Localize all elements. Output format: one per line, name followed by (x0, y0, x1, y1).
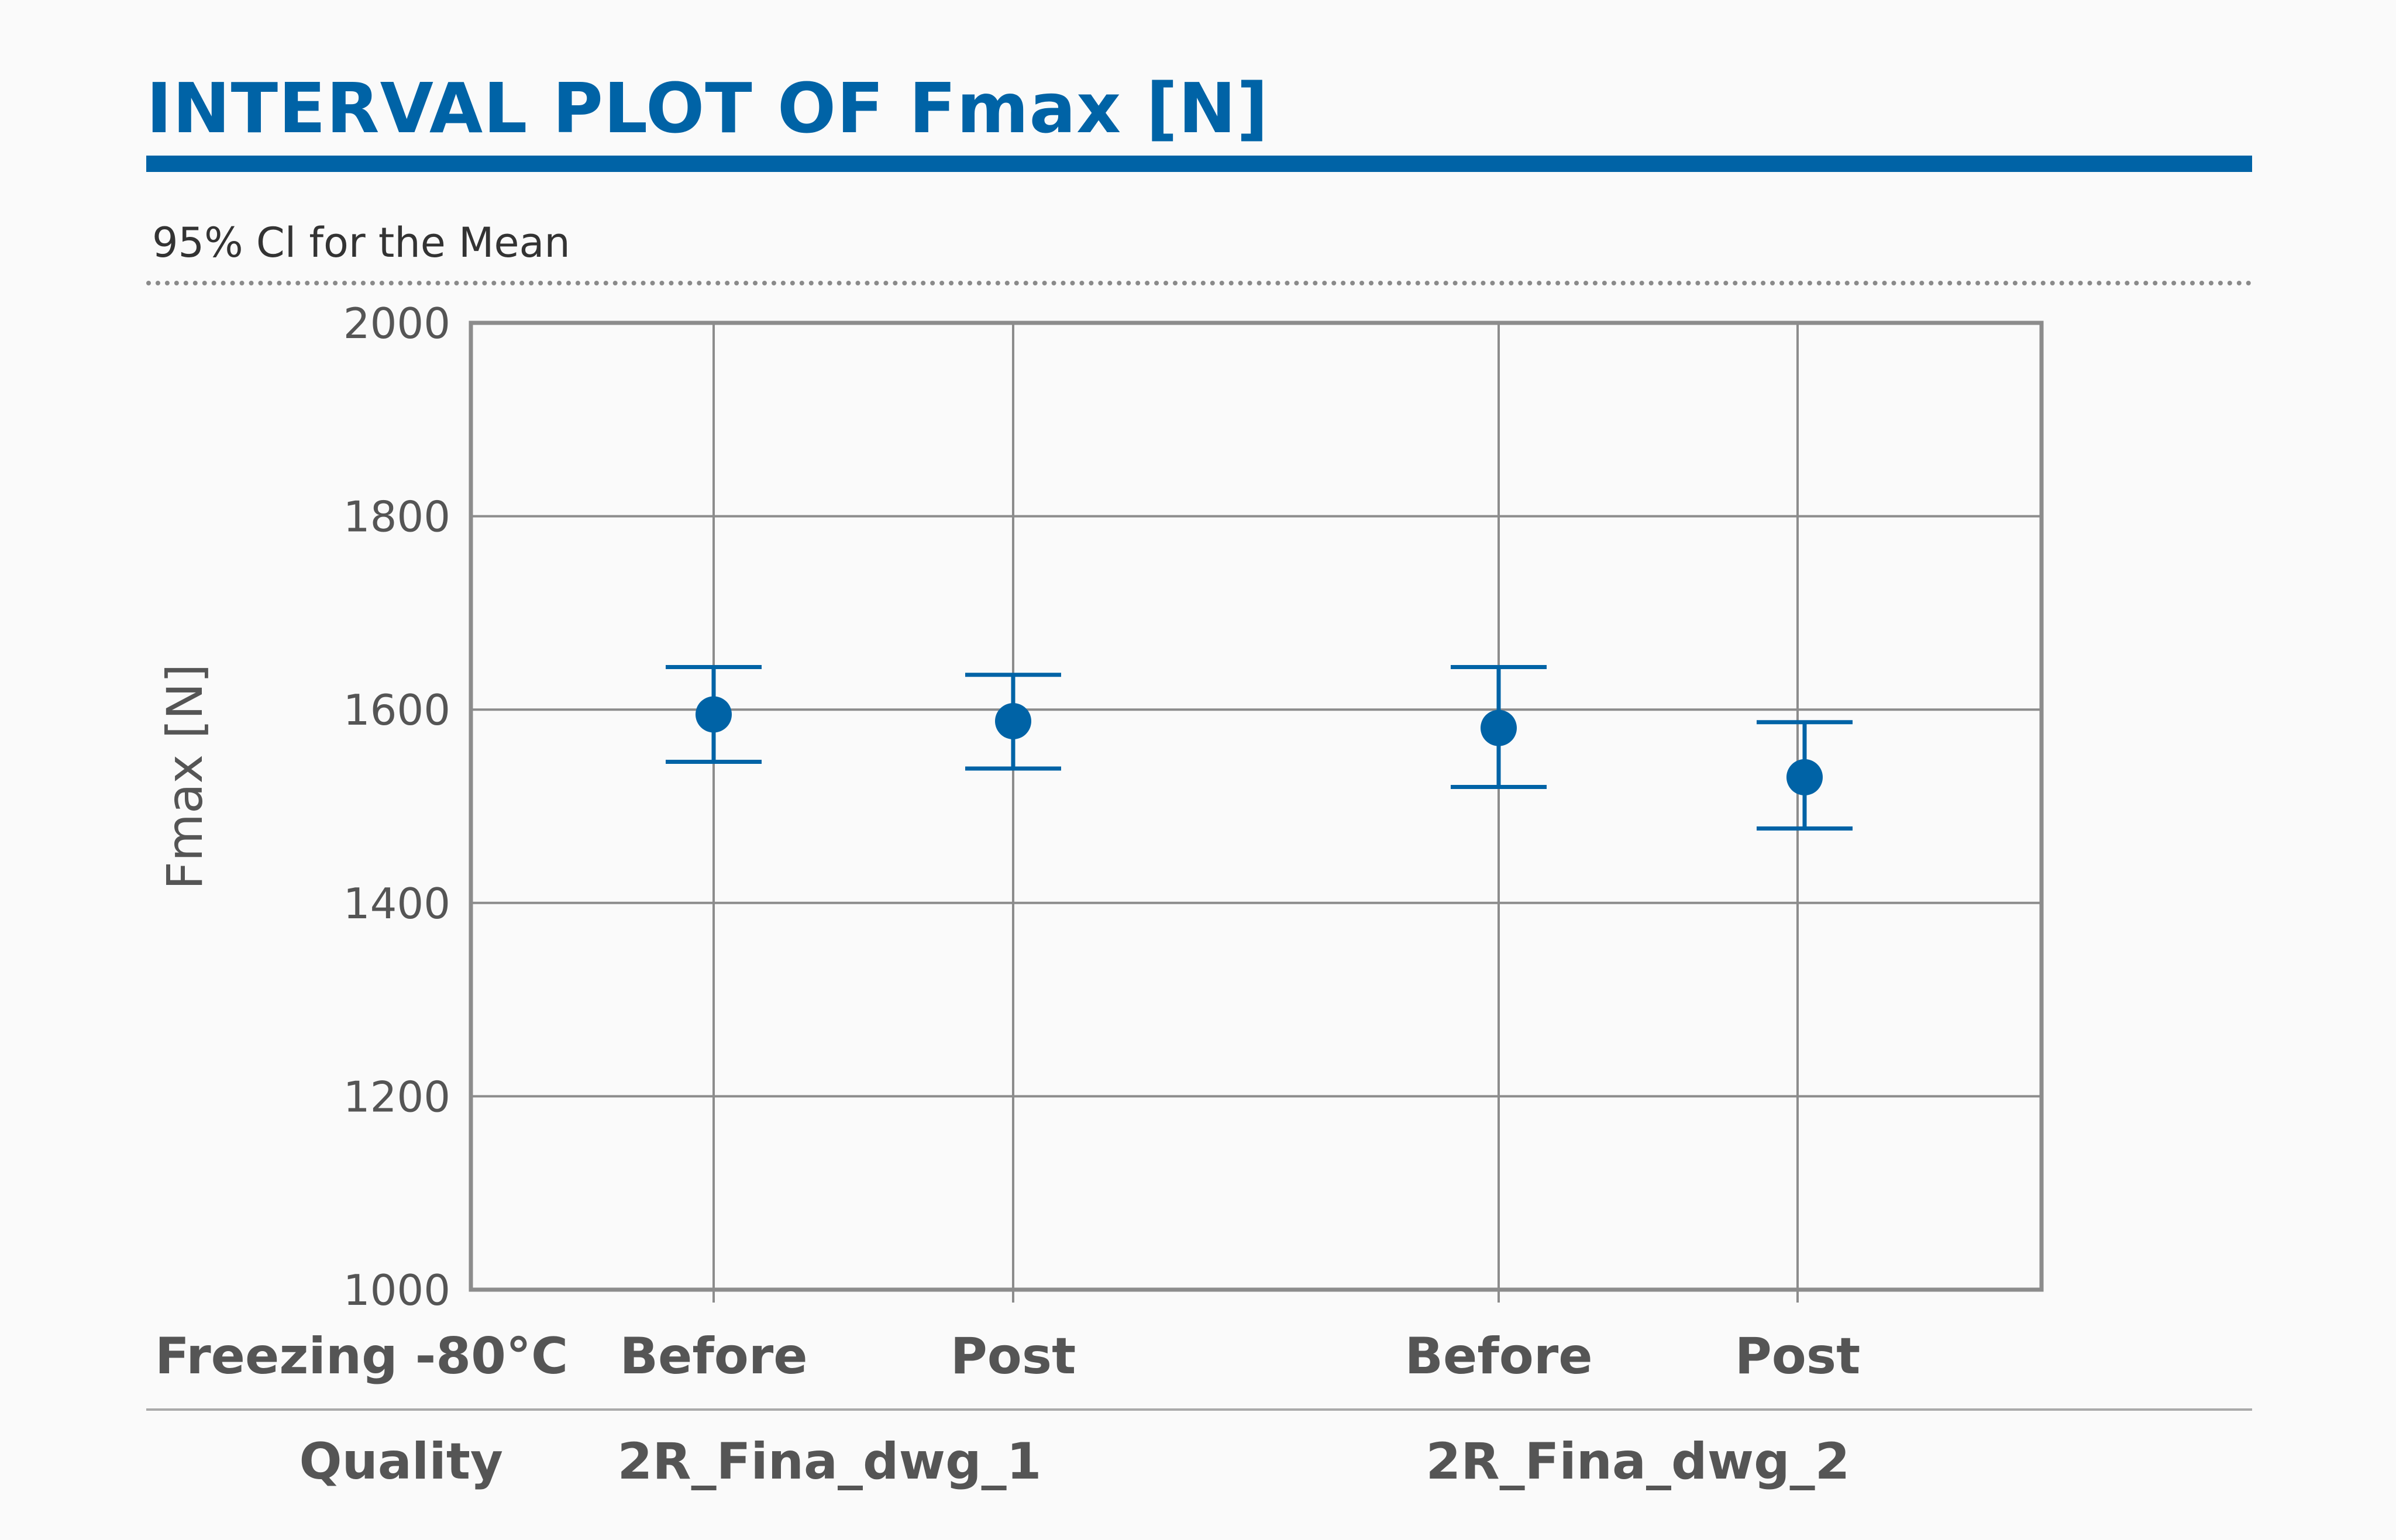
x-group-label-quality: 2R_Fina_dwg_1 (618, 1432, 1042, 1491)
x-tick-label-freezing: Before (619, 1327, 807, 1386)
mean-point (1481, 709, 1517, 746)
y-axis-label: Fmax [N] (156, 664, 214, 890)
x-tick-label-freezing: Before (1404, 1327, 1592, 1386)
y-tick-label: 1000 (343, 1266, 450, 1315)
x-tick-label-freezing: Post (1735, 1327, 1860, 1386)
dotted-divider (146, 281, 2252, 285)
y-tick-label: 2000 (343, 299, 450, 348)
plot-frame (469, 321, 2044, 1292)
mean-point (696, 696, 732, 733)
x-group-label-quality: 2R_Fina_dwg_2 (1426, 1432, 1850, 1491)
mean-point (995, 703, 1031, 740)
y-tick-label: 1400 (343, 879, 450, 928)
x-tick-label-freezing: Post (951, 1327, 1076, 1386)
page-title: INTERVAL PLOT OF Fmax [N] (146, 68, 1269, 149)
y-tick-label: 1200 (343, 1072, 450, 1121)
factor-label-quality: Quality (300, 1432, 504, 1491)
y-tick-label: 1600 (343, 685, 450, 735)
mean-point (1786, 759, 1823, 795)
factor-label-freezing: Freezing -80°C (155, 1327, 568, 1386)
title-underline (146, 156, 2252, 172)
y-tick-label: 1800 (343, 492, 450, 542)
chart-subtitle: 95% Cl for the Mean (152, 219, 570, 267)
